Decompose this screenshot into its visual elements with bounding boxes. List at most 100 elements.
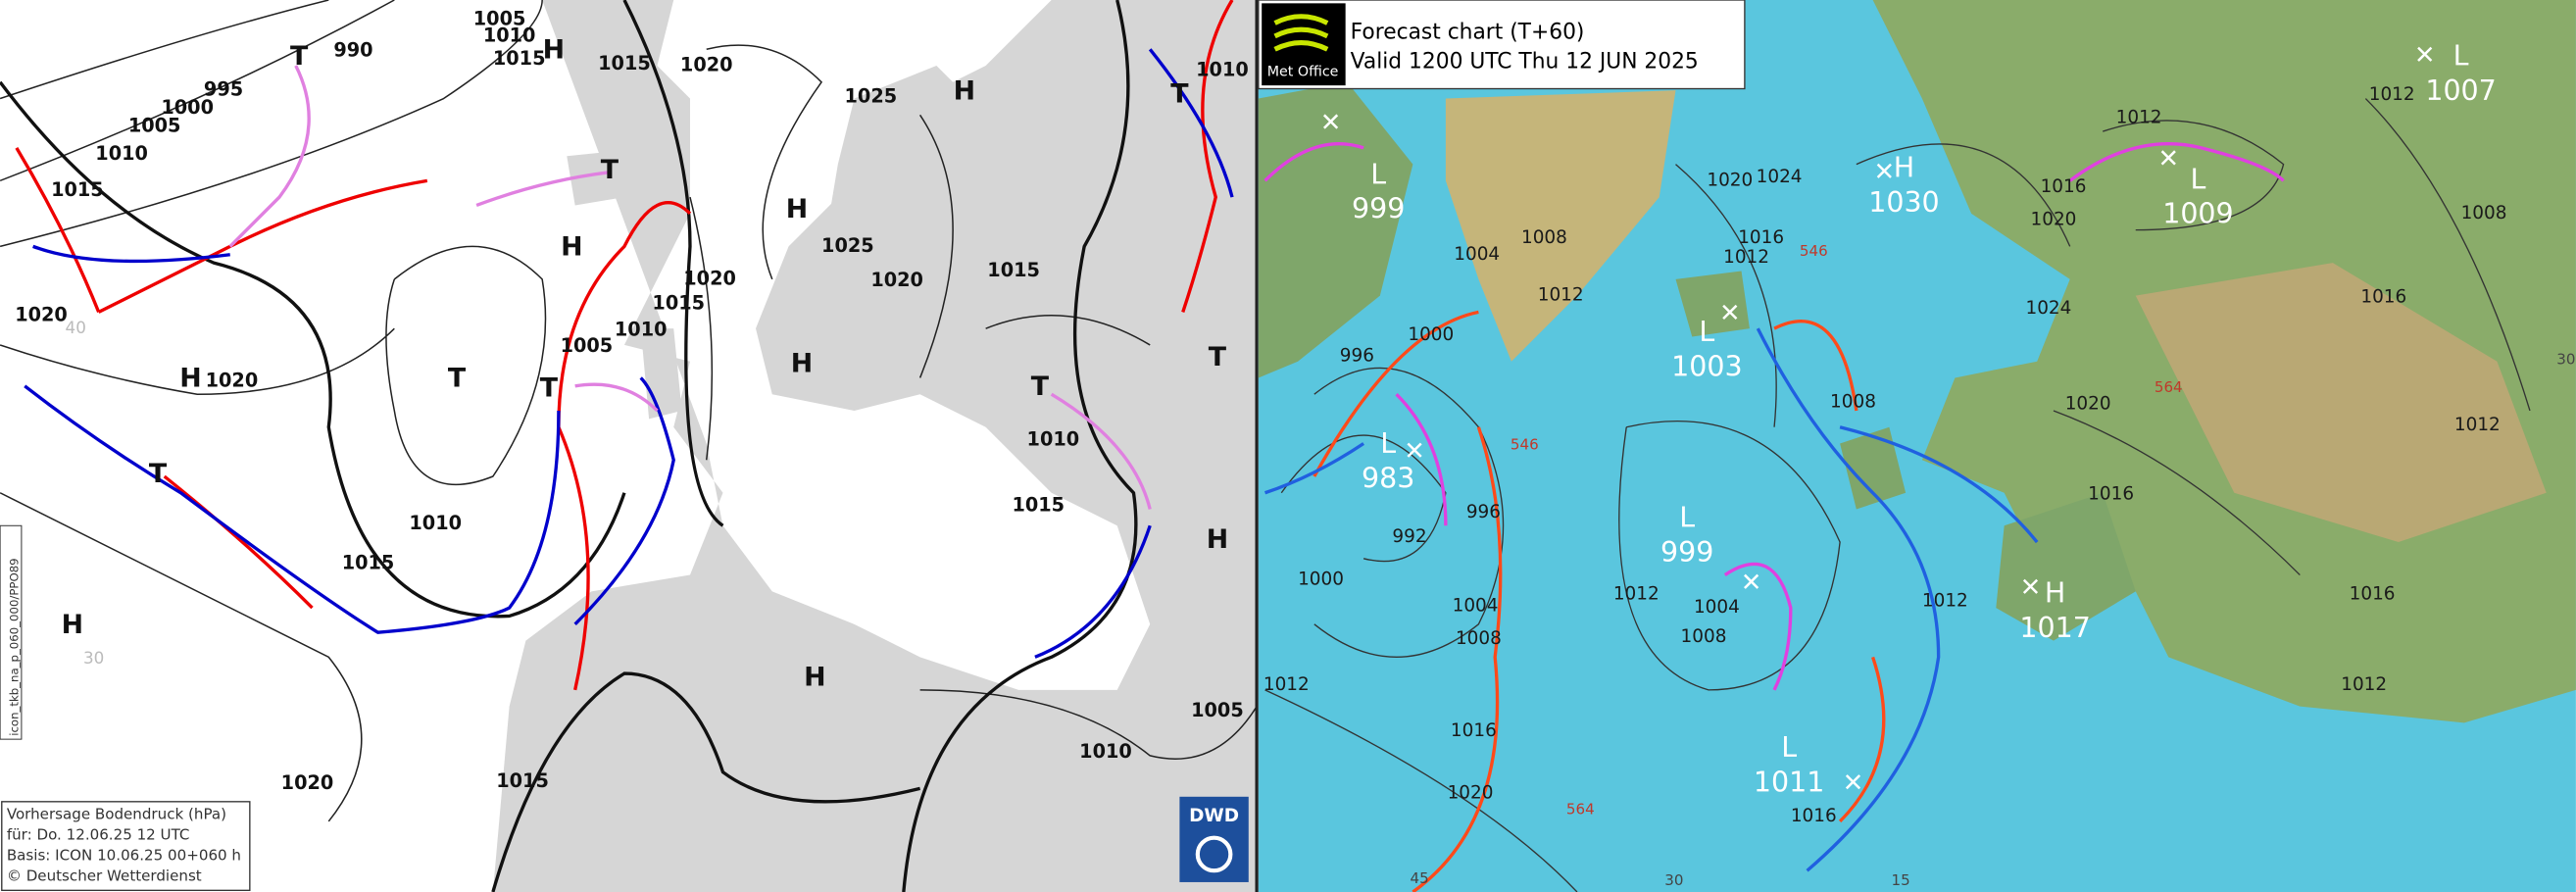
isobar-label: 1000	[161, 96, 214, 119]
isobar-label: 1012	[1613, 584, 1660, 605]
pressure-system: H	[543, 34, 565, 65]
pressure-system: T	[601, 155, 619, 185]
centre-type: H	[2045, 577, 2065, 610]
centre-type: L	[1781, 731, 1797, 764]
isobar-label: 1012	[2454, 415, 2501, 435]
metoffice-panel	[1258, 0, 2576, 892]
pressure-system: H	[786, 194, 808, 224]
centre-type: L	[1370, 158, 1386, 190]
isobar-label: 1015	[987, 259, 1040, 281]
isobar-label: 1012	[2369, 84, 2415, 105]
isobar-label: 1012	[1538, 285, 1584, 306]
pressure-system: H	[1207, 524, 1228, 555]
isobar-label: 1025	[845, 84, 898, 107]
isobar-label: 1000	[1298, 570, 1344, 590]
centre-pressure: 999	[1352, 193, 1405, 225]
isobar-label: 1025	[821, 234, 874, 257]
centre-type: L	[1380, 427, 1396, 460]
isobar	[1264, 98, 2531, 892]
occluded-front	[1263, 141, 2285, 691]
isobar-label: 996	[1340, 346, 1374, 367]
isobar-label: 1020	[2031, 210, 2077, 230]
isobar-label: 1020	[2065, 393, 2111, 414]
isobar-label: 995	[204, 78, 243, 101]
isobar-label: 1008	[1681, 626, 1727, 647]
isobar-label: 1008	[1830, 392, 1876, 413]
isobar-label: 1010	[1079, 740, 1132, 763]
isobar-label: 1005	[473, 8, 526, 30]
centre-pressure: 1030	[1868, 186, 1939, 219]
isobar-label: 1015	[652, 292, 705, 315]
isobar-label: 1020	[206, 369, 259, 391]
isobar-label: 1024	[2025, 298, 2071, 319]
info-line: Vorhersage Bodendruck (hPa)	[7, 806, 226, 823]
isobar	[0, 0, 1258, 822]
centre-type: L	[2453, 40, 2469, 73]
chart-title: Forecast chart (T+60)	[1351, 21, 1585, 45]
isobar-label: 1010	[95, 142, 148, 165]
cold-front	[1264, 327, 2039, 872]
isobar-label: 1015	[598, 52, 651, 74]
grid-label: 30	[83, 648, 104, 668]
dwd-logo-swirl	[1195, 835, 1233, 873]
dwd-panel	[0, 0, 1258, 892]
greenland	[1445, 90, 1676, 362]
isobar-label: 1020	[1707, 170, 1753, 190]
centre-pressure: 1011	[1754, 766, 1824, 798]
isobar-label: 1010	[409, 512, 462, 534]
isobar-label: 1020	[683, 267, 736, 289]
pressure-system: T	[290, 41, 309, 72]
pressure-system: H	[179, 364, 201, 394]
info-line: für: Do. 12.06.25 12 UTC	[7, 826, 190, 844]
isobar-label: 1016	[1791, 806, 1837, 826]
info-line: Basis: ICON 10.06.25 00+060 h	[7, 847, 241, 865]
isobar-label: 1008	[1456, 628, 1502, 649]
pressure-system: T	[1209, 342, 1227, 372]
run-id-box	[0, 524, 23, 740]
pressure-system: H	[62, 610, 83, 640]
pressure-system: H	[791, 349, 813, 379]
grid-label: 30	[2556, 351, 2575, 369]
isobar-bold	[0, 0, 1138, 892]
info-box	[1, 801, 251, 891]
centre-marker	[2160, 150, 2176, 166]
grid-label: 15	[1892, 871, 1910, 889]
isobar-label: 1016	[2350, 584, 2396, 605]
centre-pressure: 983	[1362, 462, 1414, 494]
isobar-label: 1012	[1723, 247, 1769, 268]
metoffice-logo-text: Met Office	[1267, 65, 1339, 80]
isobar-label: 1020	[680, 54, 733, 76]
grid-label: 40	[66, 318, 86, 337]
highland	[2135, 263, 2547, 543]
pressure-system: T	[149, 459, 168, 489]
warm-front	[1313, 310, 1886, 892]
isobar-label: 1004	[1454, 244, 1500, 265]
cold-front	[24, 48, 1234, 659]
valid-time: Valid 1200 UTC Thu 12 JUN 2025	[1351, 50, 1699, 74]
centre-marker	[1407, 442, 1422, 458]
isobar-label: 1004	[1694, 597, 1740, 618]
metoffice-logo-waves	[1273, 14, 1329, 52]
isobar-label: 1024	[1757, 167, 1803, 187]
isobar-label: 1012	[2341, 674, 2387, 695]
centre-marker	[1322, 114, 1339, 129]
pressure-system: T	[540, 373, 559, 404]
isobar-label: 1016	[1738, 227, 1784, 248]
pressure-system: T	[1170, 79, 1189, 110]
isobar-label: 1000	[1408, 324, 1454, 345]
isobar-label: 1008	[1521, 227, 1567, 248]
centre-marker	[2417, 46, 2433, 62]
isobar-label: 1012	[1263, 674, 1310, 695]
isobar-label: 1008	[2461, 203, 2507, 223]
isobar-label: 1010	[1027, 428, 1080, 451]
centre-type: L	[2190, 163, 2205, 195]
isobar-label: 1020	[1448, 782, 1494, 803]
centre-marker	[2022, 578, 2039, 594]
isobar-label: 996	[1466, 502, 1501, 522]
centre-pressure: 1007	[2425, 74, 2496, 107]
centre-pressure: 1009	[2162, 198, 2233, 230]
isobar-label: 1020	[281, 771, 334, 794]
land	[821, 66, 986, 279]
isobar-label: 1010	[615, 318, 668, 340]
